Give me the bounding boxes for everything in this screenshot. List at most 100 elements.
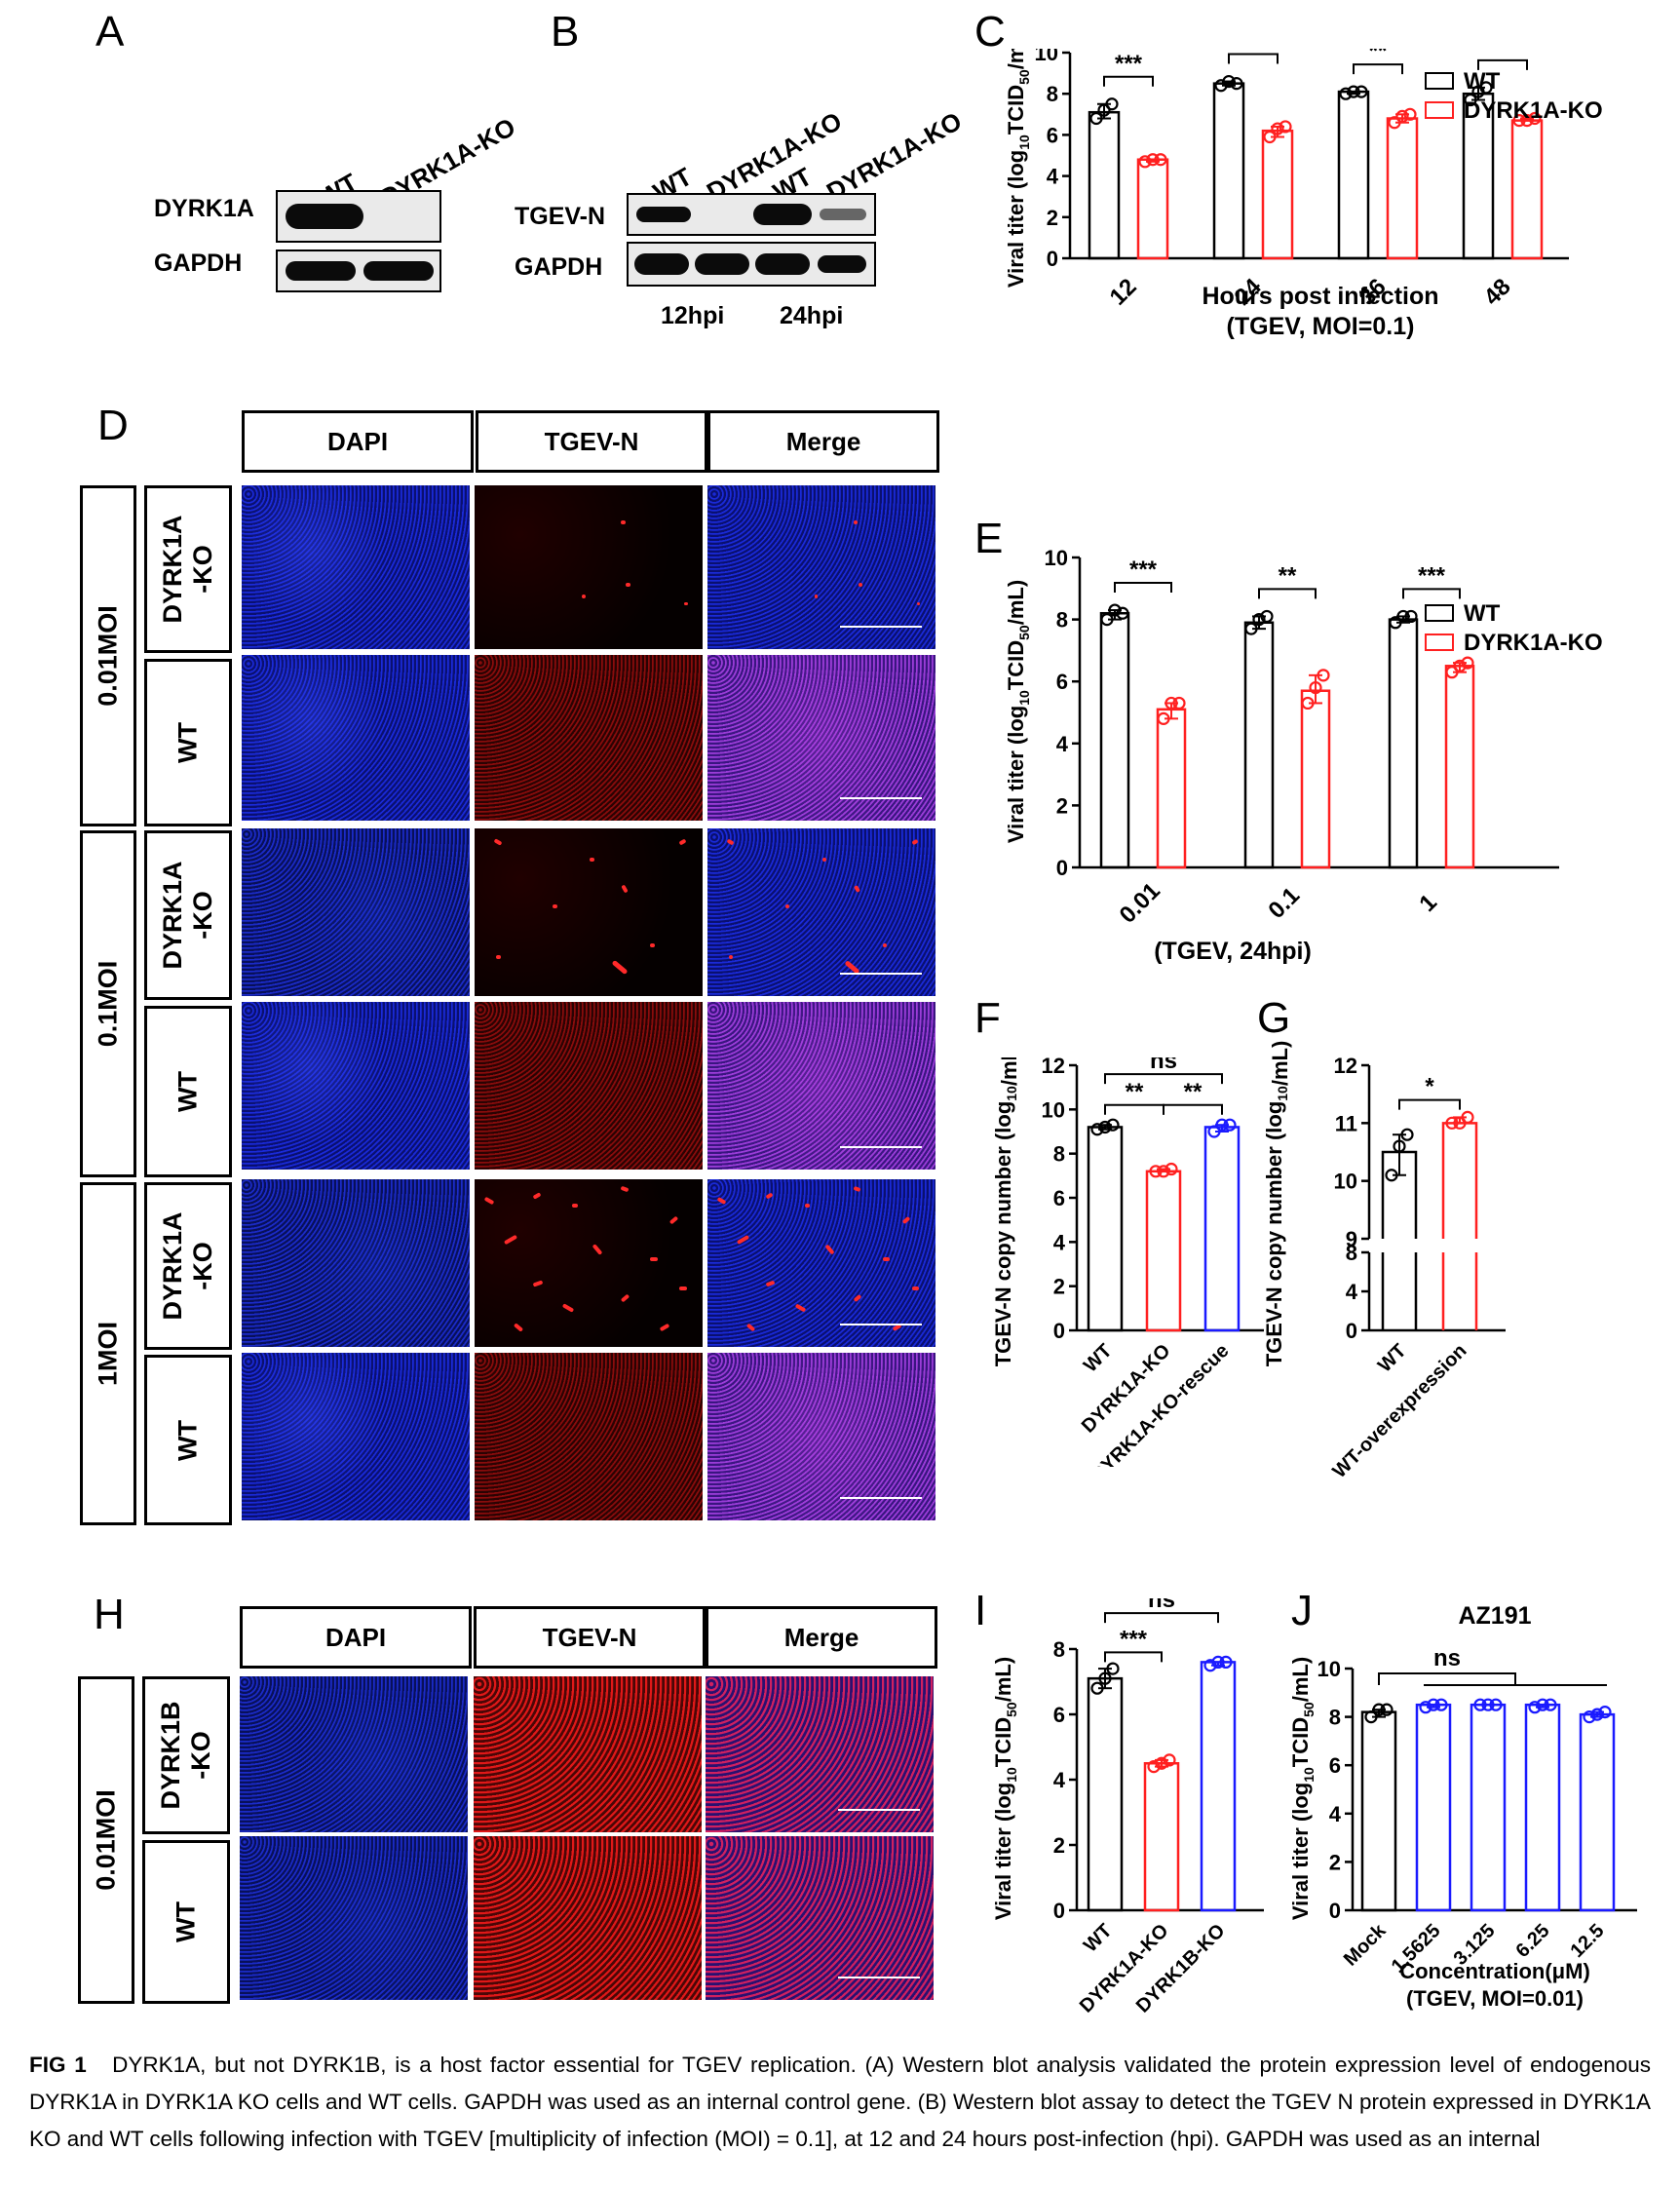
micrograph-dapi-5 — [242, 1179, 470, 1347]
e-significance: *** — [1418, 562, 1446, 589]
legend-e-label-wt: WT — [1464, 600, 1501, 627]
c-bracket — [1353, 63, 1403, 75]
micrograph-tgev-n-1-red-spot — [621, 520, 626, 524]
moi-group-0.01: 0.01MOI — [80, 485, 136, 826]
c-bracket — [1477, 58, 1528, 70]
scale-bar-h-2 — [838, 1977, 920, 1978]
micrograph-h-merge-2 — [706, 1836, 934, 2000]
c-bar-ko — [1510, 119, 1544, 260]
j-xlabel: Concentration(μM) — [1399, 1959, 1590, 1983]
i-ylabel: Viral titer (log10TCID50/mL) — [991, 1657, 1019, 1920]
micrograph-tgev-n-3-red-spot — [496, 955, 501, 959]
i-x-tick-label: WT — [1080, 1920, 1117, 1957]
blot-dyrk1a — [276, 190, 441, 243]
micrograph-tgev-n-3-red-spot — [678, 838, 687, 846]
panel-letter-j: J — [1291, 1587, 1313, 1634]
micrograph-tgev-n-5-red-spot — [532, 1280, 544, 1287]
micrograph-tgev-n-4 — [475, 1002, 703, 1170]
e-bar-wt — [1243, 621, 1275, 869]
micrograph-tgev-n-1 — [475, 485, 703, 649]
panel-letter-e: E — [974, 515, 1004, 562]
e-x-tick-label: 0.01 — [1115, 878, 1165, 929]
f-bracket — [1163, 1103, 1223, 1115]
g-ylabel: TGEV-N copy number (log10/mL) — [1262, 1041, 1292, 1367]
micrograph-tgev-n-2 — [475, 655, 703, 821]
micrograph-tgev-n-1-red-spot — [684, 602, 688, 605]
micrograph-tgev-n-1-red-spot — [582, 595, 586, 598]
micrograph-tgev-n-5-red-spot — [620, 1185, 630, 1193]
f-significance: ** — [1126, 1079, 1144, 1105]
figure-caption: FIG 1 DYRK1A, but not DYRK1B, is a host … — [29, 2047, 1651, 2158]
i-bar — [1087, 1676, 1124, 1912]
panel-letter-g: G — [1257, 994, 1291, 1042]
e-y-tick-label: 0 — [1056, 856, 1068, 880]
panel-letter-c: C — [974, 8, 1006, 56]
micrograph-tgev-n-5-red-spot — [483, 1196, 495, 1206]
col-header-h-tgev-n: TGEV-N — [474, 1606, 706, 1669]
micrograph-merge-3-red-spot — [785, 904, 789, 908]
e-bar-ko — [1300, 689, 1331, 869]
j-y-tick-label: 10 — [1317, 1657, 1341, 1681]
panel-letter-f: F — [974, 994, 1001, 1042]
micrograph-tgev-n-3-red-spot — [590, 858, 594, 862]
c-bracket — [1103, 75, 1154, 87]
blot-tgev-n — [627, 193, 876, 236]
micrograph-tgev-n-3-red-spot — [553, 904, 557, 908]
micrograph-tgev-n-3-red-spot — [650, 943, 655, 947]
panel-letter-a: A — [95, 8, 125, 56]
j-point — [1590, 1708, 1604, 1721]
e-ylabel: Viral titer (log10TCID50/mL) — [1004, 580, 1032, 843]
micrograph-tgev-n-3-red-spot — [493, 838, 503, 846]
j-x-tick-label: 6.25 — [1511, 1920, 1553, 1962]
micrograph-dapi-3 — [242, 828, 470, 996]
e-y-tick-label: 8 — [1056, 608, 1068, 633]
micrograph-merge-5-red-spot — [794, 1303, 807, 1313]
g-bar-lower — [1441, 1252, 1478, 1330]
g-y-tick-label: 0 — [1346, 1319, 1357, 1343]
micrograph-merge-5-red-spot — [765, 1280, 776, 1287]
j-bar — [1524, 1703, 1561, 1912]
f-y-tick-label: 0 — [1053, 1319, 1065, 1343]
col-header-tgev-n: TGEV-N — [476, 410, 707, 473]
f-bracket — [1104, 1103, 1165, 1115]
col-header-h-merge: Merge — [706, 1606, 937, 1669]
row-label-d1: DYRK1A -KO — [144, 485, 232, 653]
micrograph-merge-5-red-spot — [912, 1287, 919, 1290]
c-significance: *** — [1115, 51, 1143, 77]
scale-bar-d-2 — [840, 797, 922, 799]
c-x-tick-label: 12 — [1105, 274, 1142, 311]
e-point-wt — [1116, 606, 1129, 620]
row-label-d3: DYRK1A -KO — [144, 830, 232, 1000]
j-y-tick-label: 6 — [1329, 1753, 1341, 1778]
g-y-tick-label: 9 — [1346, 1227, 1357, 1251]
f-bar — [1203, 1126, 1241, 1332]
e-bar-ko — [1156, 708, 1187, 869]
g-significance: * — [1425, 1074, 1434, 1100]
micrograph-tgev-n-5-red-spot — [572, 1204, 578, 1208]
row-label-h2: WT — [142, 1840, 230, 2004]
j-bar — [1415, 1703, 1452, 1912]
legend-c-swatch-wt — [1425, 72, 1454, 90]
g-y-tick-label: 4 — [1346, 1280, 1358, 1304]
g-y-tick-label: 8 — [1346, 1241, 1357, 1265]
g-bracket — [1398, 1098, 1461, 1110]
c-xlabel2: (TGEV, MOI=0.1) — [1227, 313, 1415, 340]
e-y-tick-label: 6 — [1056, 670, 1068, 694]
micrograph-tgev-n-5-red-spot — [592, 1244, 603, 1255]
f-ylabel: TGEV-N copy number (log10/mL) — [991, 1057, 1021, 1366]
i-bracket — [1104, 1651, 1163, 1663]
row-label-gapdh-b: GAPDH — [515, 253, 603, 281]
c-y-tick-label: 0 — [1047, 247, 1058, 271]
micrograph-merge-3-red-spot — [911, 838, 919, 846]
j-bracket — [1378, 1672, 1516, 1685]
f-y-tick-label: 6 — [1053, 1186, 1065, 1210]
c-x-tick-label: 48 — [1479, 274, 1516, 311]
i-y-tick-label: 8 — [1053, 1637, 1065, 1662]
micrograph-merge-5 — [707, 1179, 935, 1347]
micrograph-merge-5-red-spot — [745, 1323, 756, 1332]
c-xlabel: Hours post infection — [1202, 283, 1438, 310]
j-x-tick-label: 12.5 — [1566, 1920, 1608, 1962]
e-significance: ** — [1279, 562, 1297, 589]
e-bar-ko — [1444, 665, 1475, 869]
